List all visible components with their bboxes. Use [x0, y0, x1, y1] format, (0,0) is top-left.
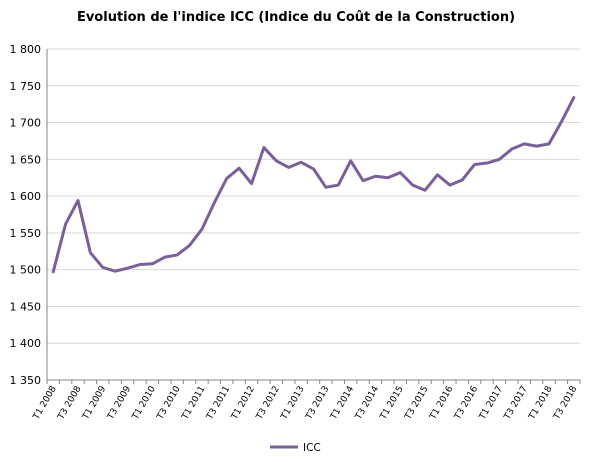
y-tick-label: 1 550: [10, 227, 42, 240]
x-tick-label: T3 2014: [353, 384, 381, 422]
x-tick-label: T3 2011: [205, 385, 233, 423]
y-tick-label: 1 600: [10, 190, 42, 203]
y-tick-label: 1 450: [10, 300, 42, 313]
x-tick-label: T3 2013: [304, 385, 332, 423]
legend-label: ICC: [303, 442, 321, 454]
x-tick-label: T1 2015: [378, 385, 406, 423]
x-tick-label: T3 2018: [552, 384, 580, 422]
x-tick-label: T3 2017: [502, 385, 530, 423]
series-line: [51, 96, 576, 274]
y-tick-label: 1 700: [10, 117, 42, 130]
y-tick-label: 1 750: [10, 80, 42, 93]
x-tick-label: T1 2013: [279, 385, 307, 423]
x-tick-label: T1 2012: [229, 385, 257, 423]
x-tick-label: T1 2010: [130, 384, 158, 422]
x-tick-label: T1 2017: [477, 385, 505, 423]
x-tick-label: T1 2014: [329, 384, 357, 422]
y-tick-label: 1 500: [10, 264, 42, 277]
x-tick-label: T1 2018: [527, 384, 555, 422]
x-tick-label: T3 2009: [106, 384, 134, 422]
x-tick-label: T1 2011: [180, 385, 208, 423]
x-tick-label: T3 2008: [56, 384, 84, 422]
x-tick-label: T1 2008: [31, 384, 59, 422]
y-tick-label: 1 350: [10, 374, 42, 387]
chart-title: Evolution de l'indice ICC (Indice du Coû…: [76, 10, 516, 25]
y-tick-label: 1 800: [10, 43, 42, 56]
x-tick-label: T3 2012: [254, 385, 282, 423]
x-tick-label: T3 2016: [453, 384, 481, 422]
x-tick-label: T3 2010: [155, 384, 183, 422]
x-tick-label: T3 2015: [403, 385, 431, 423]
x-tick-label: T1 2009: [81, 384, 109, 422]
x-tick-label: T1 2016: [428, 384, 456, 422]
y-tick-label: 1 650: [10, 153, 42, 166]
y-tick-label: 1 400: [10, 337, 42, 350]
